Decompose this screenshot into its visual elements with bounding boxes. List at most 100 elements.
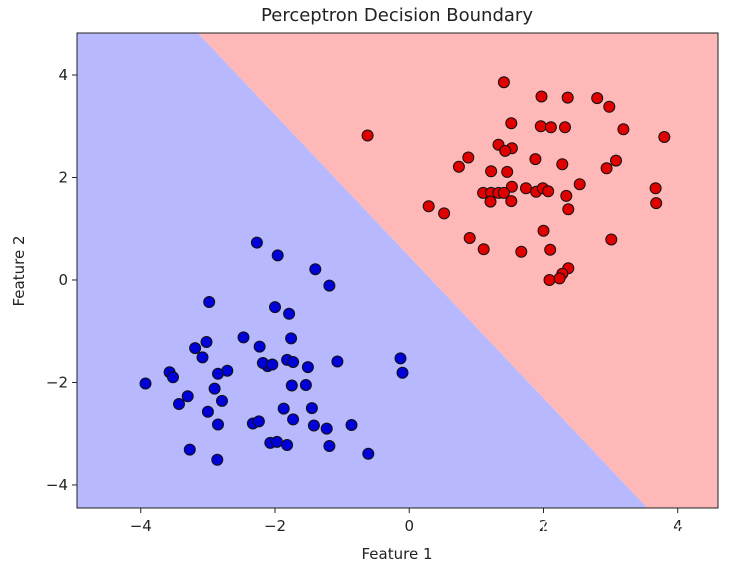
series-2-point-1 xyxy=(250,236,263,249)
series-1-point-45 xyxy=(605,233,618,246)
series-1-point-39 xyxy=(438,207,451,220)
series-2-point-15 xyxy=(212,367,224,380)
y-axis: −4 −2 0 2 4 xyxy=(46,66,77,494)
y-tick-label: −4 xyxy=(46,476,68,494)
chart-title: Perceptron Decision Boundary xyxy=(261,5,533,26)
series-2-point-42 xyxy=(320,422,333,435)
series-2-point-2 xyxy=(271,249,284,262)
x-tick-label: 2 xyxy=(539,517,549,535)
series-2-point-5 xyxy=(203,296,216,308)
x-axis-title: Feature 1 xyxy=(362,545,433,561)
series-1-point-24 xyxy=(505,180,518,193)
series-1-point-51 xyxy=(553,272,566,285)
data-points xyxy=(139,76,671,466)
series-1-point-43 xyxy=(463,232,476,244)
series-1-point-28 xyxy=(542,185,555,198)
series-2-point-35 xyxy=(305,402,318,415)
series-1-point-20 xyxy=(501,165,514,178)
plot-area xyxy=(77,33,718,508)
series-2-point-47 xyxy=(323,440,336,452)
series-1-point-10 xyxy=(559,121,571,134)
x-tick-label: 0 xyxy=(404,517,414,535)
series-1-point-13 xyxy=(462,151,475,164)
series-2-point-20 xyxy=(287,356,300,368)
series-2-point-28 xyxy=(285,379,298,392)
series-2-point-33 xyxy=(173,398,185,410)
series-1-point-44 xyxy=(477,243,490,256)
series-2-point-26 xyxy=(167,371,179,384)
series-2-point-4 xyxy=(323,279,336,292)
series-2-point-7 xyxy=(283,307,296,320)
series-1-point-40 xyxy=(562,203,575,216)
x-tick-label: −2 xyxy=(264,517,286,535)
series-1-point-38 xyxy=(422,200,435,213)
series-1-point-8 xyxy=(534,120,547,133)
x-tick-label: 4 xyxy=(673,517,683,535)
plot-frame xyxy=(76,32,719,509)
series-2-point-23 xyxy=(394,352,407,365)
series-2-point-12 xyxy=(189,342,202,355)
series-1-point-5 xyxy=(591,92,604,105)
y-axis-title: Feature 2 xyxy=(10,236,28,307)
series-1-point-12 xyxy=(658,131,671,143)
series-1-point-19 xyxy=(485,165,498,178)
series-2-point-6 xyxy=(269,301,281,314)
y-tick-label: −2 xyxy=(46,373,68,391)
series-2-point-10 xyxy=(200,336,213,348)
series-1-point-21 xyxy=(556,158,569,171)
series-2-point-41 xyxy=(307,419,320,432)
series-1-point-6 xyxy=(603,100,616,113)
series-1-point-37 xyxy=(505,195,518,208)
series-1-point-16 xyxy=(499,144,512,157)
series-1-point-11 xyxy=(617,123,630,136)
series-2-point-31 xyxy=(181,390,194,403)
series-2-point-21 xyxy=(301,361,314,374)
series-1-point-3 xyxy=(535,90,548,103)
series-1-point-42 xyxy=(537,224,550,237)
upper-right-decision-region xyxy=(197,33,718,508)
series-2-point-50 xyxy=(362,447,375,460)
series-2-point-27 xyxy=(139,377,152,390)
series-2-point-45 xyxy=(271,435,283,448)
series-2-point-34 xyxy=(277,402,290,415)
series-1-point-25 xyxy=(520,182,532,195)
series-1-point-35 xyxy=(560,189,573,202)
series-1-point-46 xyxy=(515,245,528,258)
series-1-point-41 xyxy=(650,197,663,210)
series-2-point-29 xyxy=(299,379,312,391)
series-1-point-1 xyxy=(361,129,374,142)
series-2-point-11 xyxy=(253,340,266,353)
series-1-point-50 xyxy=(543,274,556,286)
series-2-point-49 xyxy=(211,453,224,466)
x-tick-label: −4 xyxy=(130,517,152,535)
series-2-point-9 xyxy=(237,331,250,344)
y-tick-label: 2 xyxy=(58,168,68,186)
series-1-point-9 xyxy=(544,121,557,134)
x-axis: −4 −2 0 2 4 xyxy=(130,508,683,535)
series-1-point-22 xyxy=(610,154,622,167)
series-1-point-4 xyxy=(561,91,574,104)
series-1-point-7 xyxy=(505,117,518,130)
series-2-point-22 xyxy=(331,355,344,368)
series-2-point-36 xyxy=(201,405,214,418)
series-1-point-34 xyxy=(497,186,510,199)
series-2-point-32 xyxy=(216,394,228,407)
series-2-point-3 xyxy=(309,263,322,276)
series-2-point-30 xyxy=(208,382,221,395)
series-1-point-17 xyxy=(529,153,542,166)
y-tick-label: 4 xyxy=(58,66,68,84)
y-tick-label: 0 xyxy=(58,271,68,289)
series-2-point-43 xyxy=(345,419,358,431)
series-2-point-39 xyxy=(252,415,265,428)
series-2-point-37 xyxy=(212,418,224,431)
series-2-point-24 xyxy=(396,366,409,379)
series-2-point-46 xyxy=(281,439,294,451)
series-2-point-48 xyxy=(183,443,196,456)
series-1-point-23 xyxy=(600,162,613,175)
series-2-point-40 xyxy=(287,413,300,426)
series-2-point-8 xyxy=(285,332,298,345)
series-1-point-30 xyxy=(649,182,662,195)
series-1-point-36 xyxy=(484,195,497,208)
series-1-point-18 xyxy=(452,160,465,173)
